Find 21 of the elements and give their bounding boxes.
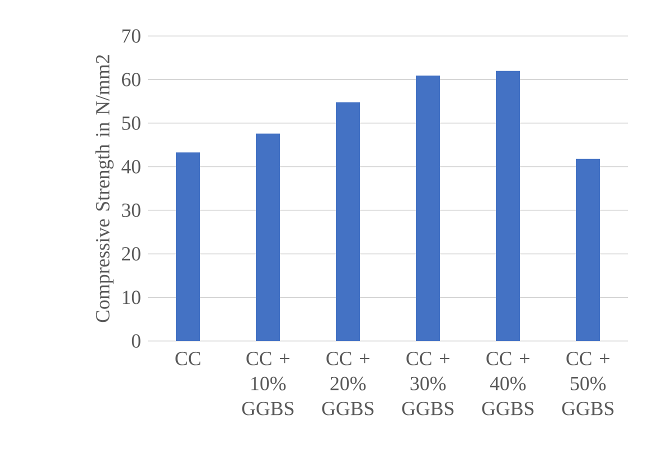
y-axis-title: Compressive Strength in N/mm2 — [95, 55, 114, 322]
x-tick-label: CC + 10% GGBS — [242, 352, 294, 416]
y-tick-label: 70 — [122, 29, 140, 43]
y-tick-label: 0 — [132, 334, 140, 348]
bar — [176, 152, 200, 341]
x-tick-label: CC + 50% GGBS — [562, 352, 614, 416]
x-tick-label: CC — [175, 352, 200, 366]
y-tick-label: 50 — [122, 116, 140, 130]
y-tick-label: 40 — [122, 160, 140, 174]
x-tick-label: CC + 30% GGBS — [402, 352, 454, 416]
bar — [336, 102, 360, 341]
bar — [416, 76, 440, 341]
bar — [576, 158, 600, 341]
x-tick-label: CC + 40% GGBS — [482, 352, 534, 416]
x-tick-label: CC + 20% GGBS — [322, 352, 374, 416]
y-tick-label: 30 — [122, 204, 140, 218]
bar — [256, 134, 280, 341]
y-tick-label: 10 — [122, 290, 140, 304]
y-tick-label: 60 — [122, 72, 140, 86]
y-tick-label: 20 — [122, 247, 140, 261]
bar — [496, 70, 520, 341]
